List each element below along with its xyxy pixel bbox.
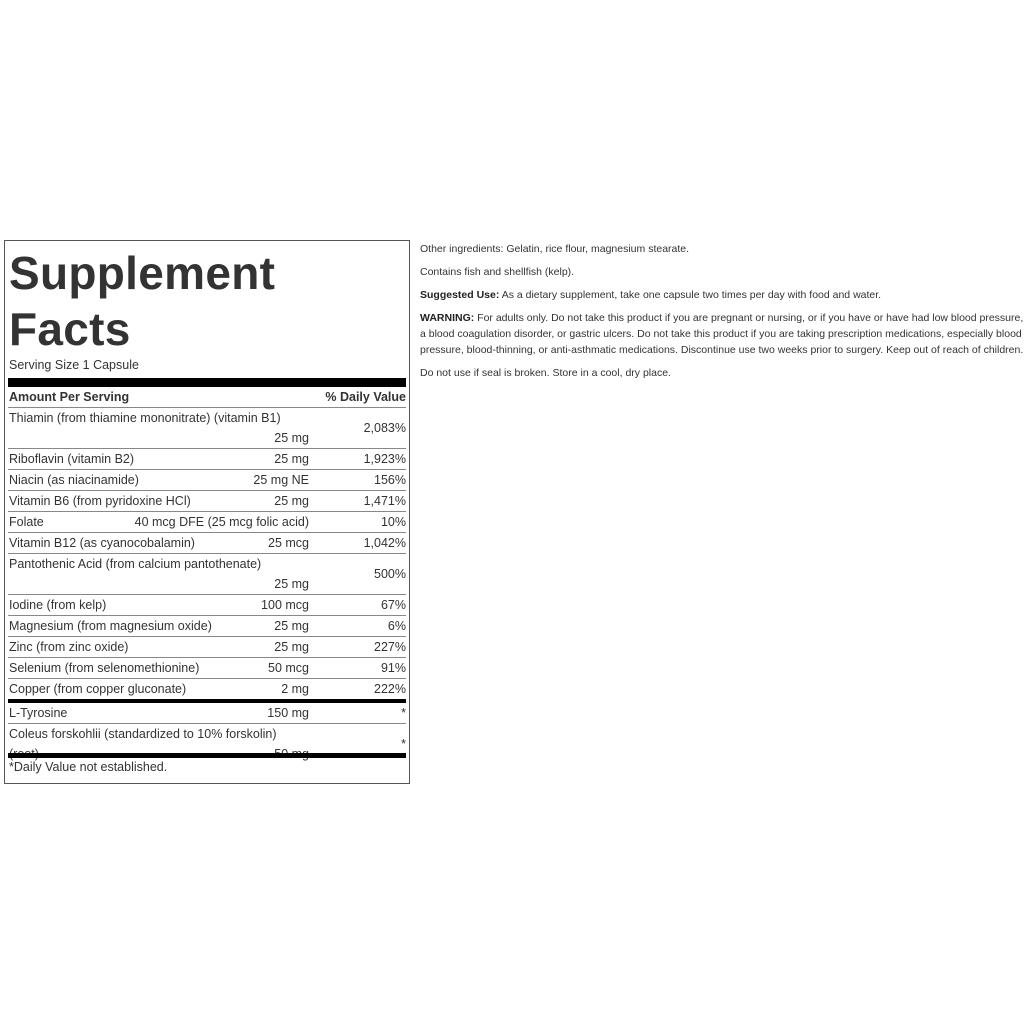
table-header: Amount Per Serving % Daily Value xyxy=(8,387,406,408)
nutrient-cell: Niacin (as niacinamide) 25 mg NE xyxy=(9,470,309,490)
table-row: L-Tyrosine 150 mg * xyxy=(8,703,406,724)
other-ingredients: Other ingredients: Gelatin, rice flour, … xyxy=(420,243,690,255)
daily-value: 156% xyxy=(374,473,406,487)
daily-value: 1,042% xyxy=(363,536,406,550)
table-row: Copper (from copper gluconate) 2 mg 222% xyxy=(8,679,406,703)
daily-value: 222% xyxy=(374,682,406,696)
nutrient-name: Magnesium (from magnesium oxide) xyxy=(9,619,212,633)
daily-value: * xyxy=(401,706,406,720)
table-row: Riboflavin (vitamin B2) 25 mg 1,923% xyxy=(8,449,406,470)
daily-value: 6% xyxy=(387,619,406,633)
nutrient-cell: Vitamin B6 (from pyridoxine HCl) 25 mg xyxy=(9,491,309,511)
serving-size: Serving Size 1 Capsule xyxy=(9,358,139,372)
nutrient-amount: 25 mg xyxy=(270,637,309,657)
table-row: Pantothenic Acid (from calcium pantothen… xyxy=(8,554,406,595)
thick-divider xyxy=(8,378,406,387)
daily-value: 1,471% xyxy=(363,494,406,508)
table-row: Niacin (as niacinamide) 25 mg NE 156% xyxy=(8,470,406,491)
table-row: Selenium (from selenomethionine) 50 mcg 91… xyxy=(8,658,406,679)
daily-value: 1,923% xyxy=(363,452,406,466)
header-daily-value: % Daily Value xyxy=(325,390,406,404)
daily-value: 91% xyxy=(380,661,406,675)
nutrient-name: Niacin (as niacinamide) xyxy=(9,473,139,487)
warning: WARNING: For adults only. Do not take th… xyxy=(420,310,1024,358)
nutrient-cell: Folate 40 mcg DFE (25 mcg folic acid) xyxy=(9,512,309,532)
nutrient-cell: Magnesium (from magnesium oxide) 25 mg xyxy=(9,616,309,636)
nutrient-cell: Thiamin (from thiamine mononitrate) (vit… xyxy=(9,408,309,448)
nutrient-name: Iodine (from kelp) xyxy=(9,598,107,612)
product-info: Other ingredients: Gelatin, rice flour, … xyxy=(420,241,1024,388)
daily-value: 10% xyxy=(380,515,406,529)
supplement-facts-panel: Supplement Facts Serving Size 1 Capsule … xyxy=(4,240,410,784)
table-row: Magnesium (from magnesium oxide) 25 mg 6% xyxy=(8,616,406,637)
nutrient-cell: Vitamin B12 (as cyanocobalamin) 25 mcg xyxy=(9,533,309,553)
nutrient-amount: 150 mg xyxy=(263,703,309,723)
nutrient-cell: Riboflavin (vitamin B2) 25 mg xyxy=(9,449,309,469)
daily-value: 227% xyxy=(374,640,406,654)
nutrient-cell: Coleus forskohlii (standardized to 10% f… xyxy=(9,724,309,764)
warning-label: WARNING: xyxy=(420,312,475,324)
nutrient-name: Copper (from copper gluconate) xyxy=(9,682,187,696)
suggested-use-label: Suggested Use: xyxy=(420,289,500,301)
table-row: Thiamin (from thiamine mononitrate) (vit… xyxy=(8,408,406,449)
nutrient-name: Vitamin B12 (as cyanocobalamin) xyxy=(9,536,195,550)
nutrient-amount: 25 mg xyxy=(270,616,309,636)
nutrient-name: Selenium (from selenomethionine) xyxy=(9,661,200,675)
table-row: Folate 40 mcg DFE (25 mcg folic acid) 10% xyxy=(8,512,406,533)
daily-value: 2,083% xyxy=(363,421,406,435)
suggested-use: Suggested Use: As a dietary supplement, … xyxy=(420,287,1024,303)
nutrient-amount: 50 mcg xyxy=(264,658,309,678)
nutrient-cell: Pantothenic Acid (from calcium pantothen… xyxy=(9,554,309,594)
daily-value: 67% xyxy=(380,598,406,612)
nutrient-name: Thiamin (from thiamine mononitrate) (vit… xyxy=(9,411,281,425)
table-row: Vitamin B6 (from pyridoxine HCl) 25 mg 1,4… xyxy=(8,491,406,512)
nutrient-amount: 25 mcg xyxy=(264,533,309,553)
suggested-use-text: As a dietary supplement, take one capsul… xyxy=(499,289,882,301)
nutrient-amount: 25 mg xyxy=(270,428,309,448)
title-line-1: Supplement xyxy=(9,247,276,299)
table-row: Coleus forskohlii (standardized to 10% f… xyxy=(8,724,406,764)
header-amount: Amount Per Serving xyxy=(9,390,130,404)
nutrient-amount: 100 mcg xyxy=(257,595,309,615)
daily-value: * xyxy=(401,737,406,751)
nutrient-table: Amount Per Serving % Daily Value Thiamin… xyxy=(8,387,406,764)
table-row: Vitamin B12 (as cyanocobalamin) 25 mcg 1,0… xyxy=(8,533,406,554)
table-row: Zinc (from zinc oxide) 25 mg 227% xyxy=(8,637,406,658)
nutrient-amount: 40 mcg DFE (25 mcg folic acid) xyxy=(130,512,309,532)
nutrient-cell: Copper (from copper gluconate) 2 mg xyxy=(9,679,309,699)
nutrient-name: Zinc (from zinc oxide) xyxy=(9,640,129,654)
nutrient-cell: L-Tyrosine 150 mg xyxy=(9,703,309,723)
warning-text: For adults only. Do not take this produc… xyxy=(420,312,1024,356)
nutrient-amount: 25 mg xyxy=(270,574,309,594)
nutrient-amount: 2 mg xyxy=(277,679,309,699)
nutrient-amount: 25 mg NE xyxy=(249,470,309,490)
footnote: *Daily Value not established. xyxy=(9,760,168,774)
nutrient-name: Vitamin B6 (from pyridoxine HCl) xyxy=(9,494,191,508)
nutrient-cell: Iodine (from kelp) 100 mcg xyxy=(9,595,309,615)
daily-value: 500% xyxy=(374,567,406,581)
nutrient-name: L-Tyrosine xyxy=(9,706,68,720)
title-line-2: Facts xyxy=(9,303,131,355)
thick-divider xyxy=(8,753,406,758)
nutrient-name: Pantothenic Acid (from calcium pantothen… xyxy=(9,557,262,571)
nutrient-cell: Selenium (from selenomethionine) 50 mcg xyxy=(9,658,309,678)
storage-statement: Do not use if seal is broken. Store in a… xyxy=(420,367,671,379)
panel-title: Supplement Facts xyxy=(9,245,275,357)
nutrient-cell: Zinc (from zinc oxide) 25 mg xyxy=(9,637,309,657)
table-row: Iodine (from kelp) 100 mcg 67% xyxy=(8,595,406,616)
nutrient-amount: 25 mg xyxy=(270,491,309,511)
nutrient-name: Folate xyxy=(9,515,44,529)
nutrient-name: Riboflavin (vitamin B2) xyxy=(9,452,135,466)
nutrient-amount: 25 mg xyxy=(270,449,309,469)
allergen-statement: Contains fish and shellfish (kelp). xyxy=(420,266,575,278)
